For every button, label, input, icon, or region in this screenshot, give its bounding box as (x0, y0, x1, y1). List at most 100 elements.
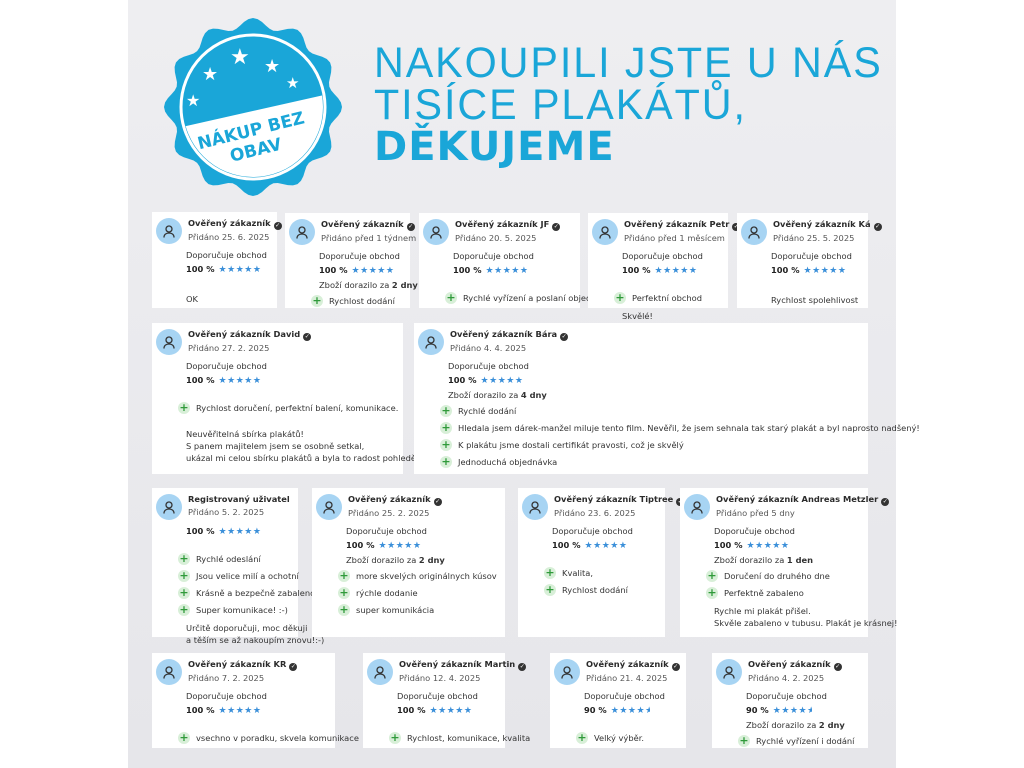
reviewer-info: Ověřený zákazník JF ✓ Přidáno 20. 5. 2025 (455, 219, 561, 244)
headline-line1: NAKOUPILI JSTE U NÁS (374, 39, 883, 87)
reviewer-info: Ověřený zákazník ✓ Přidáno před 1 týdnem (321, 219, 416, 244)
pro-text: Perfektní obchod (632, 292, 703, 303)
verified-check-icon: ✓ (671, 663, 680, 671)
pro-text: Rychlé vyřízení a poslaní objednávky (463, 292, 616, 303)
rating: 100 % ★★★★★ (448, 375, 862, 387)
review-body: Doporučuje obchod 100 % ★★★★★ + Rychlé vyříz… (423, 251, 616, 304)
delivery-info: Zboží dorazilo za 2 dny (746, 720, 862, 731)
star-icon: ★ (227, 265, 236, 275)
star-icon: ★ (837, 266, 847, 276)
user-icon (296, 225, 308, 239)
reviewer-name-text: Registrovaný uživatel (188, 494, 290, 504)
star-icon: ★ (235, 376, 245, 386)
user-icon (599, 225, 611, 239)
review-date: Přidáno před 5 dny (716, 508, 795, 518)
svg-text:★: ★ (186, 91, 200, 110)
plus-icon: + (440, 438, 452, 451)
star-icon: ★ (519, 266, 529, 276)
rating-percent: 100 % (714, 540, 743, 550)
avatar (592, 219, 618, 245)
review-date: Přidáno 23. 6. 2025 (554, 508, 636, 518)
rating: 100 % ★★★★★ (771, 265, 862, 277)
star-icon: ★ (235, 265, 245, 275)
avatar (289, 219, 315, 245)
reviewer-name: Ověřený zákazník Tiptree✓ (554, 494, 685, 506)
reviewer-name: Ověřený zákazník Bára ✓ (450, 329, 569, 341)
rating-percent: 100 % (622, 265, 651, 275)
reviewer-name: Ověřený zákazník Martin ✓ (399, 659, 527, 671)
review-header: Ověřený zákazník ✓ Přidáno 25. 6. 2025 (156, 218, 282, 244)
plus-icon: + (738, 734, 750, 747)
review-header: Ověřený zákazník Andreas Metzler ✓ Přidáno… (684, 494, 890, 520)
review-date: Přidáno 20. 5. 2025 (455, 233, 537, 243)
reviewer-info: Ověřený zákazník ✓ Přidáno 25. 2. 2025 (348, 494, 442, 519)
pro-item: + Doručení do druhého dne (706, 570, 862, 582)
star-icon: ★ (227, 527, 236, 537)
recommend-label: Doporučuje obchod (771, 251, 852, 261)
pro-item: + Perfektně zabaleno (706, 587, 862, 599)
rating-stars: ★★★★★ (486, 266, 529, 276)
pro-item: + Rychlé odeslání (178, 553, 292, 565)
rating-stars: ★★★★★ (773, 706, 812, 716)
star-icon: ★ (506, 376, 515, 386)
star-icon: ★ (654, 266, 664, 276)
review-body: 100 % ★★★★★ + Rychlé odeslání + Jsou velice m… (156, 526, 324, 646)
rating: 100 % ★★★★★ (186, 264, 271, 276)
star-icon: ★ (378, 541, 388, 551)
pro-item: + Velký výběr. (576, 732, 680, 744)
delivery-prefix: Zboží dorazilo za (346, 555, 417, 565)
plus-icon: + (178, 552, 190, 565)
star-icon: ★ (671, 266, 681, 276)
pro-item: + Jsou velice milí a ochotní (178, 570, 299, 582)
reviewer-name-text: Ověřený zákazník Bára (450, 329, 558, 339)
star-icon: ★ (412, 541, 422, 551)
star-icon: ★ (218, 527, 228, 537)
pro-item: + more skvelých originálnych kúsov (338, 570, 499, 582)
rating-stars: ★★★★★ (655, 266, 698, 276)
review-card: Ověřený zákazník Andreas Metzler ✓ Přidáno… (680, 488, 897, 637)
badge-shopping-without-worry: ★ ★ ★ ★ ★ NÁKUP BEZ OBAV (164, 18, 342, 196)
reviewer-name-text: Ověřený zákazník KR (188, 659, 287, 669)
pro-text: vsechno v poradku, skvela komunikace (196, 732, 359, 743)
user-icon (163, 665, 175, 679)
star-icon: ★ (789, 706, 799, 716)
star-icon: ★ (627, 706, 637, 716)
rating-percent: 100 % (186, 526, 215, 536)
star-icon: ★ (446, 706, 456, 716)
review-text-line: ukázal mi celou sbírku plakátů a byla to… (186, 453, 423, 463)
rating-percent: 90 % (584, 705, 607, 715)
reviewer-name-text: Ověřený zákazník JF (455, 219, 550, 229)
reviewer-name: Ověřený zákazník Ká ✓ (773, 219, 882, 231)
rating-percent: 100 % (186, 264, 215, 274)
rating: 100 % ★★★★★ (346, 540, 499, 552)
review-body: Doporučuje obchod 90 % ★★★★★ Zboží dorazilo… (716, 691, 862, 747)
star-icon: ★ (227, 706, 236, 716)
reviewer-name: Ověřený zákazník ✓ (586, 659, 680, 671)
rating-percent: 100 % (346, 540, 375, 550)
review-header: Registrovaný uživatel Přidáno 5. 2. 2025 (156, 494, 292, 520)
avatar (156, 494, 182, 520)
reviewer-name: Ověřený zákazník ✓ (348, 494, 442, 506)
star-icon: ★ (218, 265, 228, 275)
reviewer-info: Ověřený zákazník Petr✓ Přidáno před 1 měs… (624, 219, 741, 244)
review-text-line: Rychle mi plakát přišel. (714, 606, 811, 616)
verified-check-icon: ✓ (518, 663, 527, 671)
review-date: Přidáno 25. 6. 2025 (188, 232, 270, 242)
rating-stars: ★★★★★ (219, 265, 262, 275)
avatar (316, 494, 342, 520)
rating-stars: ★★★★★ (379, 541, 422, 551)
recommend-label: Doporučuje obchod (448, 361, 529, 371)
review-card: Ověřený zákazník David ✓ Přidáno 27. 2. 20… (152, 323, 423, 474)
pro-text: Hledala jsem dárek-manžel miluje tento f… (458, 422, 920, 433)
delivery-time: 2 dny (391, 280, 418, 290)
pro-item: + Rychlost dodání (311, 295, 404, 307)
star-icon: ★ (244, 376, 253, 386)
pro-item: + Jednoduchá objednávka (440, 456, 862, 468)
delivery-time: 2 dny (418, 555, 445, 565)
star-icon: ★ (497, 376, 507, 386)
user-icon (748, 225, 760, 239)
user-icon (163, 500, 175, 514)
review-body: Doporučuje obchod 100 % ★★★★★ + Rychlost, ko… (367, 691, 530, 744)
rating-stars: ★★★★★ (219, 376, 262, 386)
rating: 100 % ★★★★★ (186, 705, 329, 717)
